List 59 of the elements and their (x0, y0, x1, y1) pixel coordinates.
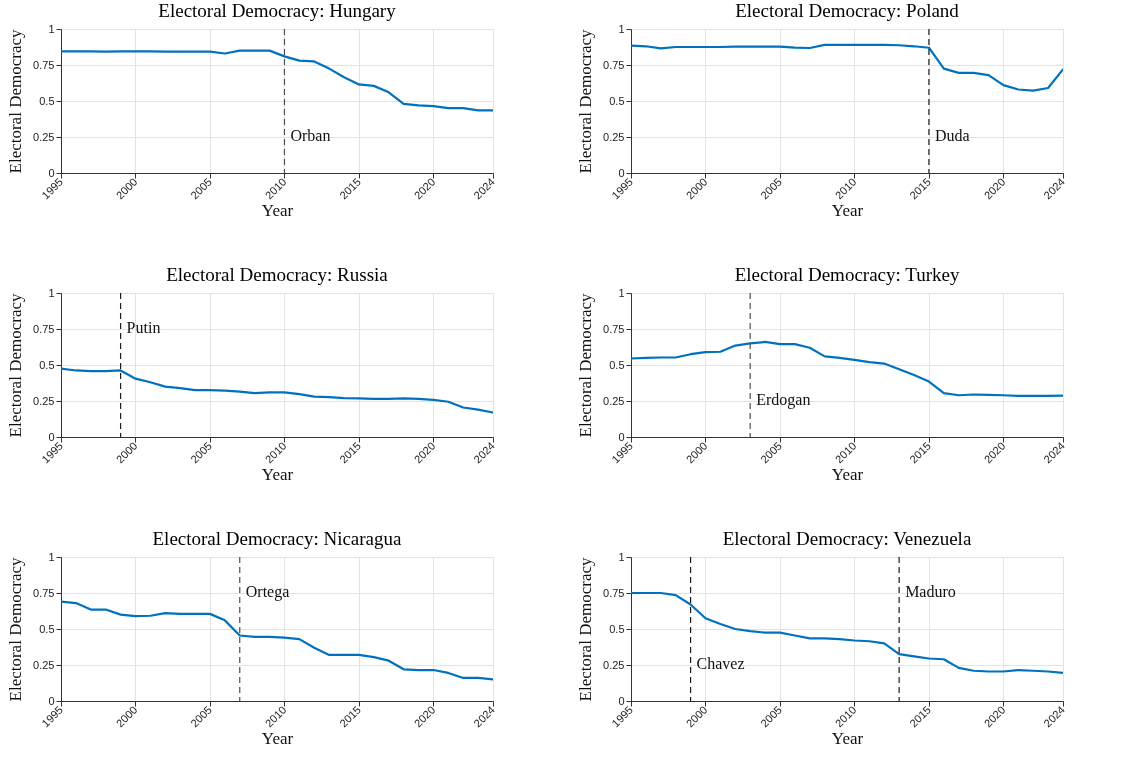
y-tick-label: 0.75 (33, 58, 55, 71)
y-tick-label: 0 (48, 694, 55, 707)
chart-title: Electoral Democracy: Hungary (158, 0, 397, 21)
y-tick-label: 0.5 (39, 94, 55, 107)
y-tick-label: 0.25 (603, 394, 625, 407)
x-axis-title: Year (261, 201, 294, 221)
y-axis-title: Electoral Democracy (576, 293, 596, 438)
y-tick-label: 1 (48, 550, 55, 563)
y-tick-label: 0 (48, 166, 55, 179)
ref-line-label: Chavez (696, 654, 745, 672)
y-tick-label: 0.75 (603, 322, 625, 335)
y-axis-title: Electoral Democracy (6, 557, 26, 702)
y-axis-title: Electoral Democracy (576, 29, 596, 174)
y-tick-label: 1 (618, 286, 625, 299)
ref-line-label: Orban (290, 126, 331, 144)
ref-line-label: Putin (126, 318, 161, 336)
chart-title: Electoral Democracy: Turkey (734, 264, 960, 285)
y-tick-label: 0.5 (39, 358, 55, 371)
y-tick-label: 0 (618, 430, 625, 443)
x-axis-title: Year (261, 465, 294, 485)
x-axis-title: Year (831, 201, 864, 221)
y-tick-label: 0.75 (33, 322, 55, 335)
chart-title: Electoral Democracy: Poland (735, 0, 960, 21)
y-axis-title: Electoral Democracy (576, 557, 596, 702)
line-series (61, 49, 493, 112)
y-tick-label: 0.5 (609, 622, 625, 635)
chart-title: Electoral Democracy: Venezuela (722, 528, 972, 549)
ref-line-label: Duda (934, 126, 970, 144)
chart-title: Electoral Democracy: Russia (166, 264, 389, 285)
y-tick-label: 0 (618, 166, 625, 179)
line-series (61, 367, 493, 414)
y-tick-label: 0 (48, 430, 55, 443)
y-tick-label: 1 (48, 22, 55, 35)
line-series (61, 600, 493, 681)
y-tick-label: 0.75 (603, 58, 625, 71)
y-tick-label: 0.75 (603, 586, 625, 599)
y-tick-label: 0.5 (609, 358, 625, 371)
x-axis-title: Year (261, 729, 294, 749)
y-tick-label: 0.25 (603, 658, 625, 671)
y-tick-label: 0 (618, 694, 625, 707)
y-tick-label: 0.25 (603, 130, 625, 143)
ref-line-label: Ortega (245, 582, 290, 601)
y-tick-label: 1 (618, 22, 625, 35)
x-axis-title: Year (831, 465, 864, 485)
y-tick-label: 0.25 (33, 394, 55, 407)
x-axis-title: Year (831, 729, 864, 749)
chart-title: Electoral Democracy: Nicaragua (152, 528, 403, 549)
line-series (631, 43, 1063, 92)
y-tick-label: 0.5 (609, 94, 625, 107)
y-tick-label: 0.25 (33, 130, 55, 143)
y-tick-label: 1 (618, 550, 625, 563)
y-axis-title: Electoral Democracy (6, 293, 26, 438)
y-tick-label: 0.75 (33, 586, 55, 599)
ref-line-label: Erdogan (756, 390, 811, 409)
y-axis-title: Electoral Democracy (6, 29, 26, 174)
y-tick-label: 0.5 (39, 622, 55, 635)
y-tick-label: 1 (48, 286, 55, 299)
ref-line-label: Maduro (905, 582, 956, 600)
y-tick-label: 0.25 (33, 658, 55, 671)
